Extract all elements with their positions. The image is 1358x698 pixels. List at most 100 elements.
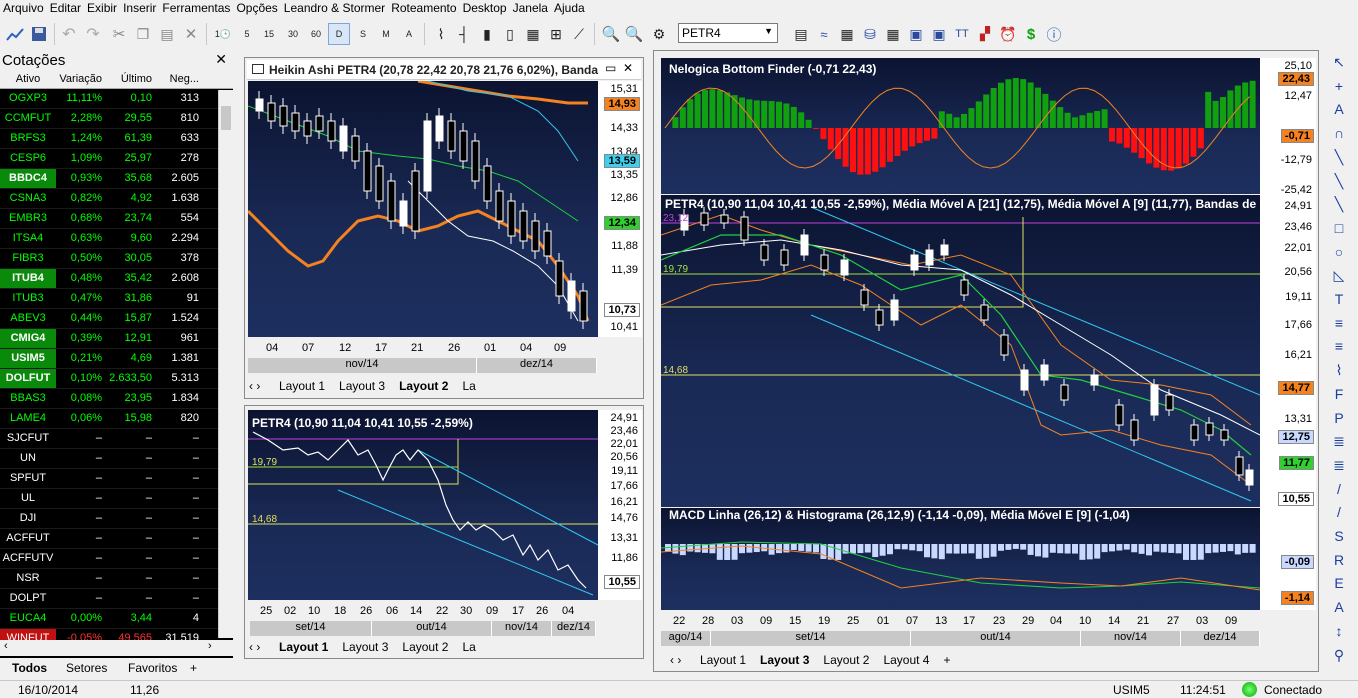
menu-9[interactable]: Janela [512, 1, 548, 15]
layout-tab[interactable]: Layout 2 [402, 640, 449, 654]
indicator-icon[interactable]: ⟋ [574, 25, 584, 42]
pointer-icon[interactable]: ↖ [1333, 54, 1345, 70]
resistance-icon[interactable]: R [1333, 551, 1345, 568]
dollar-icon[interactable]: $ [1026, 25, 1036, 43]
renko-chart-icon[interactable]: ▦ [526, 25, 540, 42]
tab-scroll-arrows[interactable]: ‹ › [249, 640, 261, 654]
column-header-2[interactable]: Último [120, 73, 152, 85]
quote-row[interactable]: CSNA3 0,82% 4,92 1.638 [0, 189, 233, 209]
pitchfork-icon[interactable]: P [1334, 409, 1344, 426]
magnet-icon[interactable]: ∩ [1333, 125, 1345, 142]
column-header-1[interactable]: Variação [59, 73, 102, 85]
column-header-0[interactable]: Ativo [15, 73, 41, 85]
layout-tab[interactable]: Layout 1 [279, 379, 326, 393]
vertical-icon[interactable]: ↕ [1335, 622, 1343, 639]
column-header-3[interactable]: Neg... [169, 73, 199, 85]
layout-tab[interactable]: Layout 1 [279, 640, 329, 654]
quote-row[interactable]: ABEV3 0,44% 15,87 1.524 [0, 309, 233, 329]
support-icon[interactable]: S [1334, 528, 1344, 544]
alarm-icon[interactable]: ⏰ [999, 25, 1017, 42]
menu-4[interactable]: Ferramentas [162, 1, 231, 15]
quote-row[interactable]: NSR – – – [0, 569, 233, 589]
tab-scroll-arrows[interactable]: ‹ › [249, 379, 261, 393]
quote-row[interactable]: ACFFUTV – – – [0, 549, 233, 569]
line-icon[interactable]: ╲ [1334, 148, 1344, 165]
arrow-icon[interactable]: A [1334, 599, 1344, 616]
point-figure-icon[interactable]: ⊞ [550, 25, 562, 42]
quotes-hscrollbar[interactable]: ‹ › [0, 640, 233, 656]
fan-icon[interactable]: F [1334, 385, 1344, 402]
period-60-button[interactable]: 60 [310, 29, 321, 39]
line-chart-area[interactable]: 19,79 14,68 PETR4 (10,90 11,04 10,41 10,5… [248, 410, 599, 600]
quote-row[interactable]: LAME4 0,06% 15,98 820 [0, 409, 233, 429]
layout-icon[interactable]: ▣ [932, 25, 946, 42]
grid-icon[interactable]: ▦ [840, 25, 854, 42]
quote-row[interactable]: BBAS3 0,08% 23,95 1.834 [0, 389, 233, 409]
cut-icon[interactable]: ✂ [112, 26, 126, 43]
menu-1[interactable]: Editar [49, 1, 82, 15]
quotes-tab-0[interactable]: Todos [12, 661, 48, 675]
quote-row[interactable]: SPFUT – – – [0, 469, 233, 489]
layout-tab[interactable]: + [943, 653, 951, 667]
period-daily-button[interactable]: D [328, 23, 350, 45]
period-30-button[interactable]: 30 [287, 29, 298, 39]
period-monthly-button[interactable]: M [382, 29, 390, 39]
properties-icon[interactable]: ⚙ [652, 25, 666, 42]
strategy-icon[interactable]: ≈ [820, 26, 828, 42]
quote-row[interactable]: SJCFUT – – – [0, 429, 233, 449]
menu-5[interactable]: Opções [236, 1, 278, 15]
quote-row[interactable]: CESP6 1,09% 25,97 278 [0, 149, 233, 169]
rectangle-icon[interactable]: □ [1334, 219, 1344, 236]
arc-icon[interactable]: ⌇ [1335, 362, 1343, 379]
menu-8[interactable]: Desktop [462, 1, 507, 15]
parallel-icon[interactable]: / [1337, 504, 1341, 521]
candle-chart-icon[interactable]: ▮ [483, 25, 491, 42]
layout-tab[interactable]: Layout 2 [823, 653, 870, 667]
quote-row[interactable]: ITSA4 0,63% 9,60 2.294 [0, 229, 233, 249]
quote-row[interactable]: ITUB4 0,48% 35,42 2.608 [0, 269, 233, 289]
symbol-select[interactable]: PETR4 ▼ [678, 23, 778, 43]
menu-6[interactable]: Leandro & Stormer [283, 1, 386, 15]
info-icon[interactable]: ⓘ [1046, 26, 1062, 44]
undo-icon[interactable]: ↶ [62, 26, 76, 43]
ray-icon[interactable]: ╲ [1334, 172, 1344, 189]
paste-icon[interactable]: ▤ [160, 25, 174, 42]
database-icon[interactable]: ⛁ [864, 25, 876, 42]
heikin-chart-area[interactable] [246, 79, 598, 337]
text-tool-icon[interactable]: T [1334, 291, 1344, 307]
layout-tab[interactable]: La [462, 640, 476, 654]
period-yearly-button[interactable]: A [405, 29, 412, 39]
restore-icon[interactable]: ▭ [605, 61, 617, 75]
delete-icon[interactable]: ✕ [184, 26, 198, 43]
quote-row[interactable]: BRFS3 1,24% 61,39 633 [0, 129, 233, 149]
quotes-tab-1[interactable]: Setores [66, 661, 108, 675]
times-trades-icon[interactable]: TT [955, 28, 969, 40]
gann-icon[interactable]: ≣ [1333, 433, 1345, 450]
quote-row[interactable]: DOLPT – – – [0, 589, 233, 609]
menu-3[interactable]: Inserir [123, 1, 157, 15]
period-5-button[interactable]: 5 [244, 29, 250, 39]
quote-row[interactable]: UN – – – [0, 449, 233, 469]
zoom-out-icon[interactable]: 🔍 [624, 26, 644, 43]
quote-row[interactable]: FIBR3 0,50% 30,05 378 [0, 249, 233, 269]
layout-tab[interactable]: Layout 3 [760, 653, 810, 667]
zoom-in-icon[interactable]: 🔍 [601, 26, 621, 43]
quote-row[interactable]: USIM5 0,21% 4,69 1.381 [0, 349, 233, 369]
copy-icon[interactable]: ❐ [136, 25, 150, 42]
quote-row[interactable]: ITUB3 0,47% 31,86 91 [0, 289, 233, 309]
quotes-tab-2[interactable]: Favoritos [128, 661, 178, 675]
close-icon[interactable]: ✕ [623, 61, 634, 75]
search-icon[interactable]: ⚲ [1333, 646, 1345, 663]
channel-icon[interactable]: ≡ [1334, 314, 1344, 331]
layout-tab[interactable]: La [462, 379, 476, 393]
trendline-icon[interactable]: ╲ [1334, 196, 1344, 213]
save-icon[interactable] [28, 23, 50, 45]
heatmap-icon[interactable]: ▞ [980, 26, 990, 41]
quote-row[interactable]: EUCA4 0,00% 3,44 4 [0, 609, 233, 629]
levels-icon[interactable]: ≣ [1333, 456, 1345, 473]
menu-0[interactable]: Arquivo [3, 1, 44, 15]
layout-tab[interactable]: Layout 4 [883, 653, 930, 667]
quote-row[interactable]: CMIG4 0,39% 12,91 961 [0, 329, 233, 349]
quote-row[interactable]: DOLFUT 0,10% 2.633,50 5.313 [0, 369, 233, 389]
menu-10[interactable]: Ajuda [553, 1, 585, 15]
